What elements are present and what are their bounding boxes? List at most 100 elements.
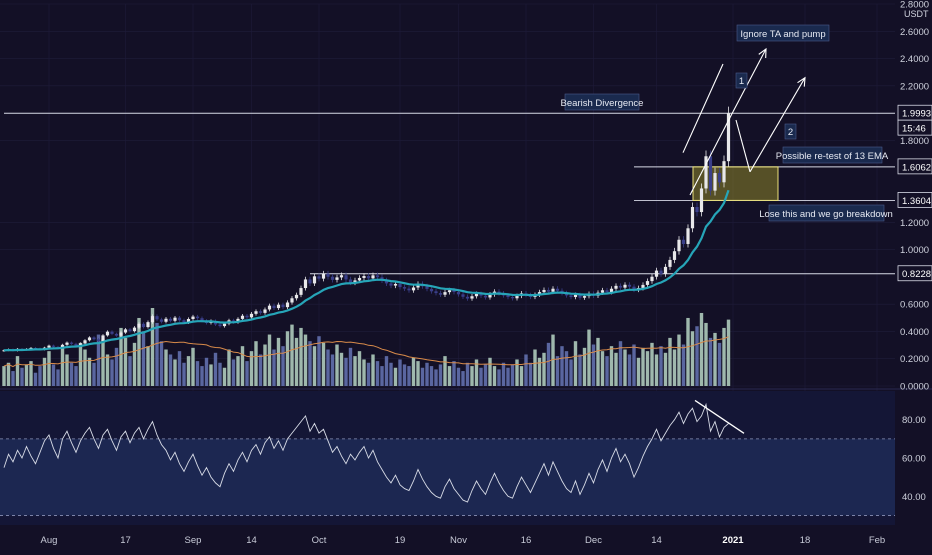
volume-bar: [704, 322, 708, 386]
volume-bar: [650, 342, 654, 386]
annotation-retest[interactable]: Possible re-test of 13 EMA: [776, 146, 889, 164]
candle-body: [461, 294, 465, 297]
candle-body: [690, 207, 695, 229]
time-label: 14: [246, 535, 257, 546]
volume-bar: [560, 346, 564, 386]
candle-body: [114, 333, 119, 336]
volume-bar: [636, 357, 641, 386]
volume-bar: [303, 334, 308, 386]
rsi-panel[interactable]: [0, 388, 932, 525]
volume-bar: [101, 339, 105, 386]
volume-bar: [497, 369, 501, 386]
price-label-countdown: 15:46: [902, 124, 926, 135]
volume-bar: [312, 346, 317, 386]
volume-bar: [605, 356, 609, 386]
time-label: Dec: [585, 535, 602, 546]
volume-bar: [461, 371, 465, 386]
candle-body: [677, 239, 681, 252]
arrow-scenario-1[interactable]: [732, 48, 767, 113]
candle-body: [191, 316, 195, 320]
volume-bar: [546, 342, 551, 386]
rsi-divergence-line[interactable]: [694, 399, 745, 434]
ema13-path: [3, 189, 730, 352]
volume-bar: [150, 308, 155, 386]
volume-bar: [42, 357, 47, 386]
price-axis[interactable]: 2.8000 2.6000 2.4000 2.2000 1.8000 1.2000 1.00…: [895, 0, 932, 393]
candle-body: [2, 350, 6, 352]
annotation-bearish-divergence[interactable]: Bearish Divergence: [561, 93, 644, 111]
volume-bar: [218, 362, 222, 386]
candle-body: [384, 280, 389, 284]
volume-bar: [6, 362, 11, 386]
volume-bar: [209, 364, 213, 386]
annotation-label-1-text: 1: [739, 76, 744, 87]
trend-drawings[interactable]: [682, 47, 806, 196]
volume-bar: [519, 366, 524, 386]
volume-bar: [488, 357, 492, 386]
volume-bar: [249, 351, 254, 386]
candle-body: [317, 276, 321, 279]
price-trendline-lower[interactable]: [689, 111, 734, 196]
volume-bar: [614, 352, 618, 386]
scenario-2-drop[interactable]: [735, 119, 751, 172]
candle-body: [92, 337, 96, 340]
price-tick-label: 1.2000: [900, 218, 929, 229]
annotation-bearish-box: [564, 93, 640, 111]
volume-bar: [542, 352, 546, 386]
candle-body: [150, 316, 155, 323]
time-label: 2021: [722, 535, 744, 546]
arrow-scenario-2[interactable]: [749, 77, 806, 173]
volume-bar: [515, 359, 519, 386]
candle-body: [389, 283, 393, 286]
price-tick-label: 0.6000: [900, 300, 929, 311]
volume-bar: [618, 341, 623, 386]
annotation-label-1-box: [735, 72, 748, 89]
volume-bar: [425, 362, 429, 386]
candle-body: [96, 339, 101, 342]
arrow-scenario-1-head[interactable]: [758, 47, 767, 59]
annotation-label-1[interactable]: 1: [735, 72, 748, 89]
candle-body: [479, 293, 483, 296]
candle-body: [695, 207, 699, 213]
price-trendline-upper[interactable]: [682, 63, 724, 153]
candle-body: [393, 283, 398, 286]
price-label-level-08228-box: [897, 265, 932, 282]
volume-bar: [258, 354, 263, 386]
candle-body: [600, 290, 605, 293]
candle-body: [609, 288, 614, 293]
volume-ma-line: [3, 336, 729, 368]
volume-bar: [609, 346, 614, 386]
volume-bar: [83, 349, 87, 386]
candle-body: [222, 323, 227, 327]
time-axis[interactable]: Aug 17 Sep 14 Oct 19 Nov 16 Dec 14 2021 18 Feb: [0, 528, 932, 550]
annotation-label-2[interactable]: 2: [784, 123, 797, 140]
rsi-tick-label: 80.00: [902, 415, 926, 426]
price-label-level-16062: 1.6062: [902, 162, 931, 173]
volume-bar: [429, 366, 434, 386]
volume-bar: [528, 362, 533, 386]
candle-body: [290, 298, 294, 303]
arrow-scenario-2-head[interactable]: [797, 76, 806, 87]
candle-body: [443, 292, 447, 295]
candle-body: [141, 323, 146, 328]
volume-bar: [668, 337, 672, 386]
volume-bar: [69, 362, 74, 386]
volume-bar: [632, 344, 636, 386]
candle-body: [573, 294, 578, 298]
candle-body: [551, 288, 555, 292]
candle-body: [326, 273, 330, 277]
volume-bar: [407, 366, 411, 386]
rsi-axis[interactable]: 80.00 60.00 40.00: [902, 415, 926, 503]
annotation-ignore-ta[interactable]: Ignore TA and pump: [736, 24, 830, 42]
annotation-breakdown[interactable]: Lose this and we go breakdown: [759, 204, 893, 222]
price-tick-label: 1.8000: [900, 136, 929, 147]
volume-bar: [24, 364, 29, 386]
candle-body: [411, 287, 416, 291]
rsi-line: [3, 402, 729, 503]
volume-bar: [434, 369, 438, 386]
candle-body: [452, 290, 456, 293]
volume-bar: [47, 351, 51, 386]
candle-body: [308, 279, 312, 284]
